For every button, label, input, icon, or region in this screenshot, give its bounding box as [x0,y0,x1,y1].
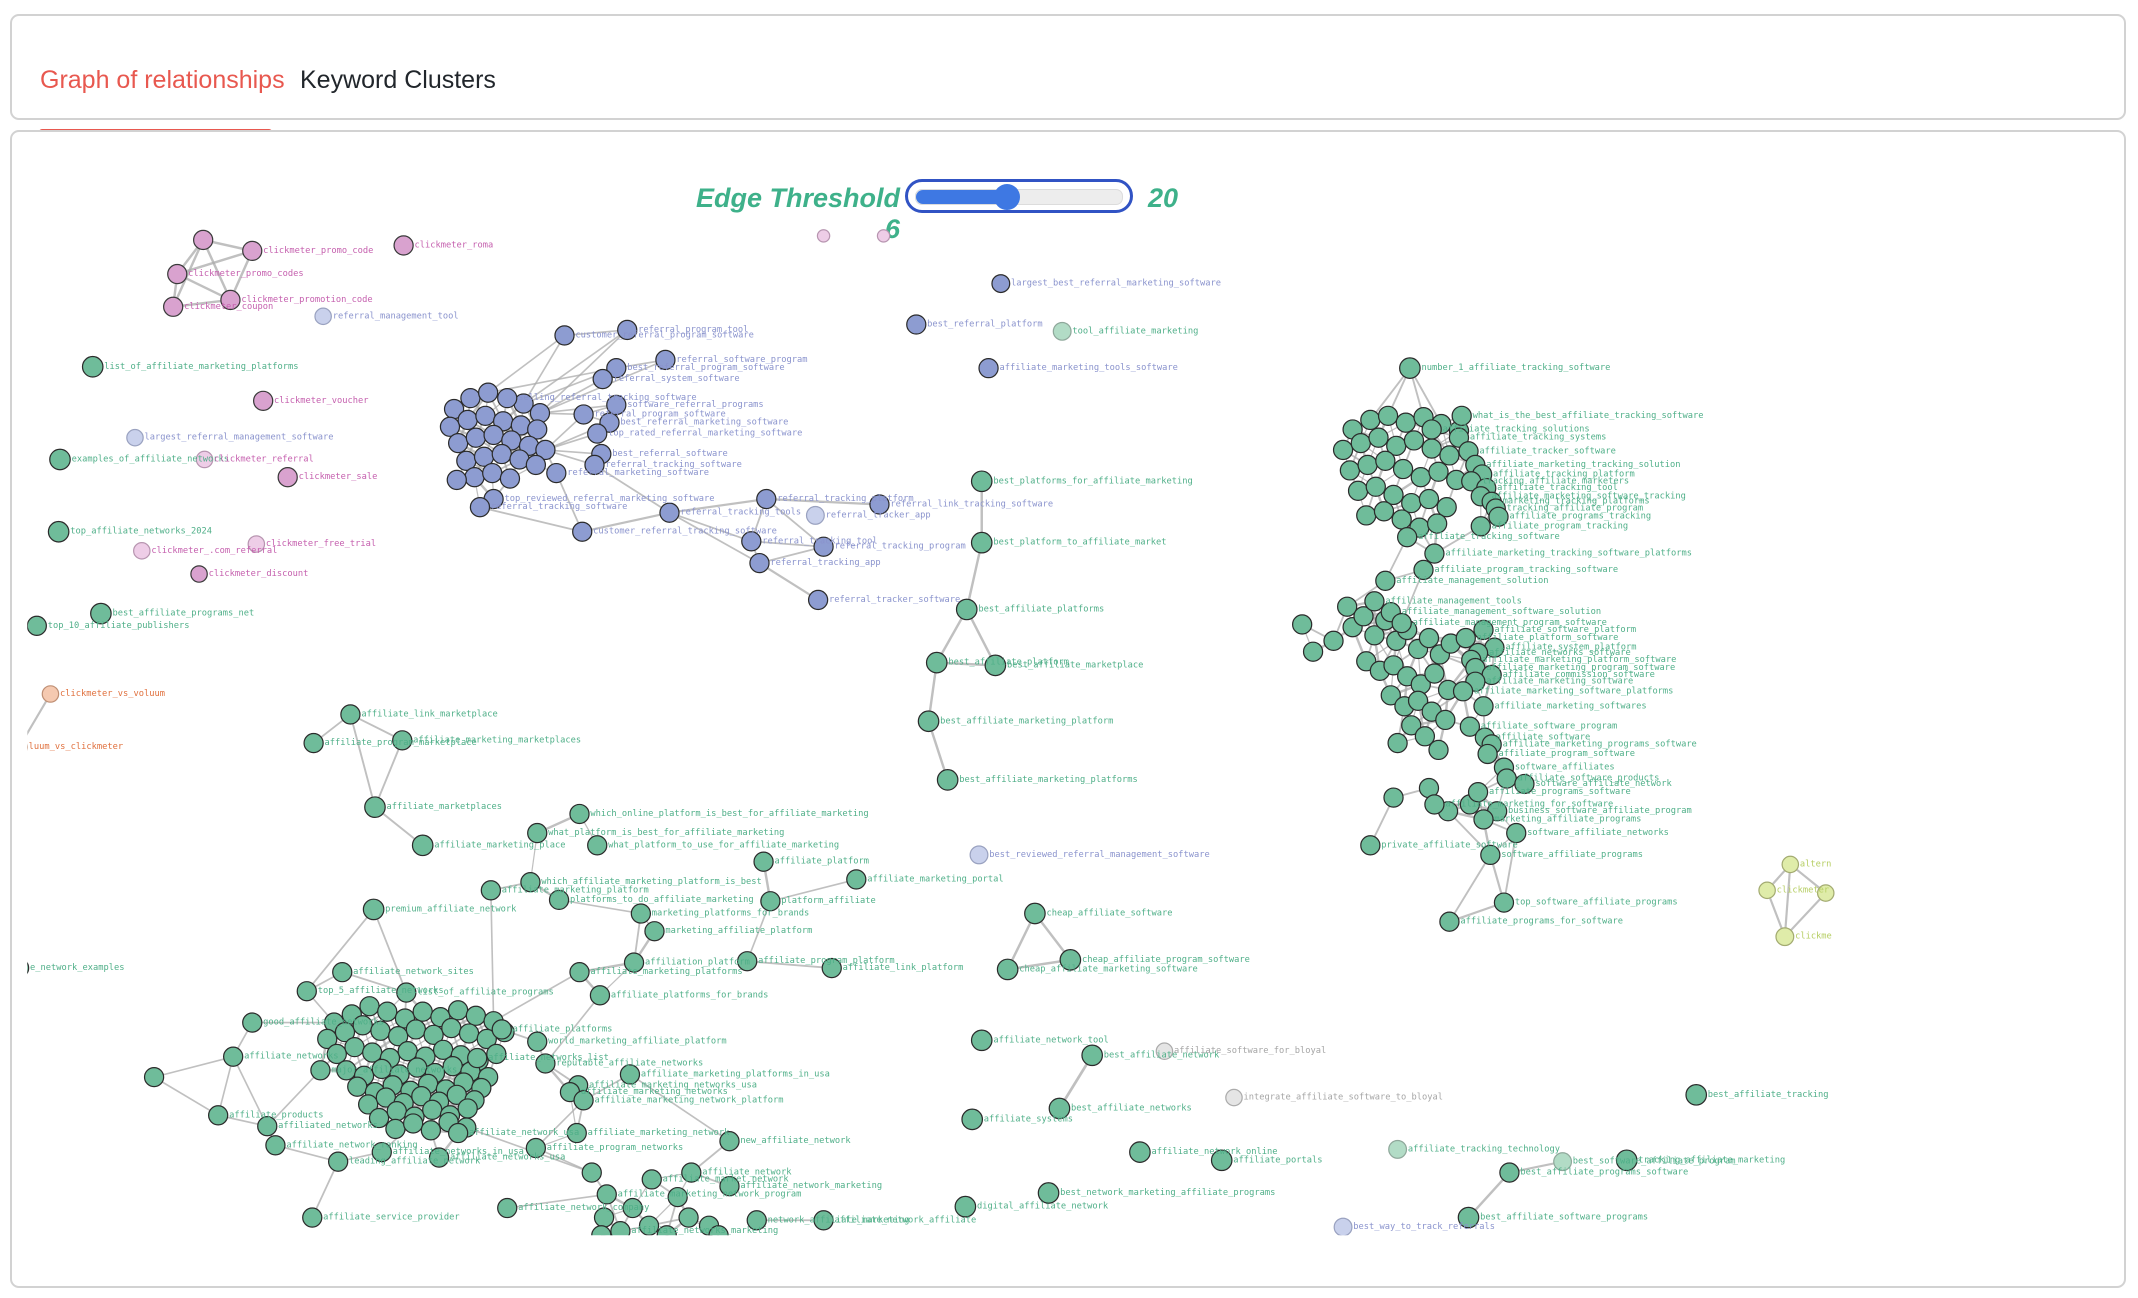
tab-graph-of-relationships[interactable]: Graph of relationships [40,66,285,94]
edge-threshold-label: Edge Threshold 6 [684,183,900,245]
graph-panel [10,130,2126,1288]
edge-threshold-slider[interactable] [905,179,1133,213]
slider-fill [916,190,1007,204]
slider-track[interactable] [915,184,1123,210]
edge-threshold-value: 6 [884,214,900,244]
slider-thumb[interactable] [993,184,1020,210]
tab-keyword-clusters[interactable]: Keyword Clusters [300,66,496,94]
edge-threshold-text: Edge Threshold [695,183,900,213]
tab-bar: Graph of relationships Keyword Clusters [10,14,2126,135]
edge-threshold-max: 20 [1148,183,1179,213]
